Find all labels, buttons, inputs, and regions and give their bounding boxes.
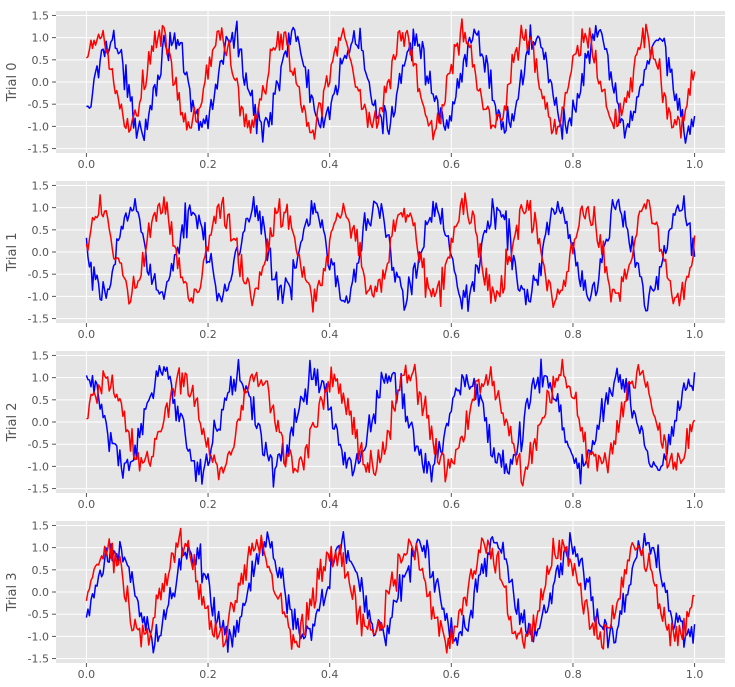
x-tick-label: 0.0 <box>78 328 96 341</box>
x-tick-label: 0.8 <box>564 668 582 681</box>
y-tick-label: 1.5 <box>32 179 50 192</box>
x-tick-label: 0.4 <box>321 158 339 171</box>
subplot-trial-3: 1.5 1.0 0.5 0.0 -0.5 -1.0 -1.5 0.0 0.2 0.4 0.6 0.8 1… <box>5 519 725 681</box>
subplot-trial-2: 1.5 1.0 0.5 0.0 -0.5 -1.0 -1.5 0.0 0.2 0.4 0.6 0.8 1… <box>5 349 725 511</box>
y-tick-label: 1.5 <box>32 9 50 22</box>
y-axis-label: Trial 2 <box>5 403 20 443</box>
y-tick-label: 0.0 <box>32 586 50 599</box>
y-tick-label: -1.5 <box>28 653 49 666</box>
series-line-0 <box>85 358 696 488</box>
y-tick-label: 1.5 <box>32 519 50 532</box>
x-tick-label: 0.6 <box>443 158 461 171</box>
x-tick-label: 0.6 <box>443 668 461 681</box>
y-tick-label: -0.5 <box>28 608 49 621</box>
x-tick-label: 1.0 <box>686 158 704 171</box>
series-line-0 <box>86 20 696 144</box>
y-tick-label: -1.5 <box>28 143 49 156</box>
series-line-0 <box>85 531 696 654</box>
subplot-trial-1: 1.5 1.0 0.5 0.0 -0.5 -1.0 -1.5 0.0 0.2 0.4 0.6 0.8 1… <box>5 179 725 341</box>
y-tick-label: 1.5 <box>32 349 50 362</box>
y-tick-label: 0.5 <box>32 54 50 67</box>
y-tick-label: 0.5 <box>32 394 50 407</box>
y-tick-label: -1.0 <box>28 120 49 133</box>
y-tick-label: 0.5 <box>32 564 50 577</box>
y-axis-label: Trial 0 <box>5 63 20 103</box>
y-tick-label: -1.0 <box>28 290 49 303</box>
y-tick-label: 0.5 <box>32 224 50 237</box>
subplot-trial-0: 1.5 1.0 0.5 0.0 -0.5 -1.0 -1.5 0.0 0.2 0.4 0.6 0.8 1… <box>5 9 725 171</box>
x-tick-label: 0.4 <box>321 328 339 341</box>
x-tick-label: 0.0 <box>78 498 96 511</box>
series-line-1 <box>86 358 696 487</box>
series-line-1 <box>85 18 696 141</box>
series-line-1 <box>85 192 696 313</box>
y-tick-label: -1.5 <box>28 313 49 326</box>
x-tick-label: 0.6 <box>443 328 461 341</box>
y-tick-label: -0.5 <box>28 268 49 281</box>
x-tick-label: 0.4 <box>321 668 339 681</box>
y-tick-label: -0.5 <box>28 98 49 111</box>
x-tick-label: 0.2 <box>199 158 217 171</box>
y-tick-label: 1.0 <box>32 202 50 215</box>
series-line-1 <box>85 527 695 654</box>
x-tick-label: 0.8 <box>564 498 582 511</box>
x-tick-label: 0.0 <box>78 668 96 681</box>
x-tick-label: 0.2 <box>199 498 217 511</box>
y-tick-label: -1.0 <box>28 460 49 473</box>
y-axis-label: Trial 3 <box>5 573 20 613</box>
x-tick-label: 1.0 <box>686 498 704 511</box>
y-tick-label: 0.0 <box>32 416 50 429</box>
x-tick-label: 1.0 <box>686 328 704 341</box>
x-tick-label: 0.8 <box>564 158 582 171</box>
y-tick-label: -1.0 <box>28 630 49 643</box>
y-tick-label: -1.5 <box>28 483 49 496</box>
x-tick-label: 0.2 <box>199 328 217 341</box>
y-tick-label: 1.0 <box>32 32 50 45</box>
x-tick-label: 0.6 <box>443 498 461 511</box>
y-axis-label: Trial 1 <box>5 233 20 273</box>
x-tick-label: 0.2 <box>199 668 217 681</box>
y-tick-label: 1.0 <box>32 372 50 385</box>
x-tick-label: 0.8 <box>564 328 582 341</box>
y-tick-label: 0.0 <box>32 246 50 259</box>
y-tick-label: 1.0 <box>32 542 50 555</box>
y-tick-label: -0.5 <box>28 438 49 451</box>
x-tick-label: 1.0 <box>686 668 704 681</box>
x-tick-label: 0.0 <box>78 158 96 171</box>
y-tick-label: 0.0 <box>32 76 50 89</box>
x-tick-label: 0.4 <box>321 498 339 511</box>
